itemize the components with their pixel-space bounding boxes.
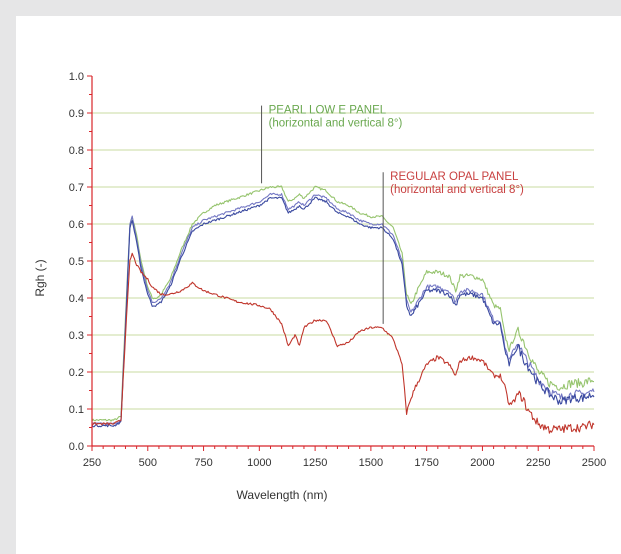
series-lines: [91, 185, 595, 434]
y-tick-label: 0.5: [69, 256, 84, 268]
x-tick-label: 1750: [414, 457, 438, 469]
y-tick-label: 0.6: [69, 219, 84, 231]
y-tick-label: 0.1: [69, 404, 84, 416]
y-tick-label: 1.0: [69, 71, 84, 83]
x-tick-label: 1500: [359, 457, 383, 469]
x-tick-label: 500: [139, 457, 157, 469]
series-line-1: [91, 185, 594, 422]
series-line-4: [91, 252, 595, 434]
x-axis-label: Wavelength (nm): [237, 488, 328, 502]
annotation-subtitle-2: (horizontal and vertical 8°): [390, 184, 524, 196]
x-tick-label: 1250: [303, 457, 327, 469]
x-tick-label: 1000: [247, 457, 271, 469]
x-tick-label: 250: [83, 457, 101, 469]
annotation-title-2: REGULAR OPAL PANEL: [390, 171, 519, 183]
x-tick-label: 2250: [526, 457, 550, 469]
y-tick-label: 0.3: [69, 330, 84, 342]
chart-panel: PEARL LOW E PANEL (horizontal and vertica…: [16, 16, 621, 554]
series-line-2: [92, 192, 595, 426]
y-axis-label: Rgh (-): [33, 259, 47, 296]
series-line-3: [91, 196, 595, 428]
x-tick-label: 750: [194, 457, 212, 469]
annotation-title-1: PEARL LOW E PANEL: [269, 105, 387, 117]
y-tick-label: 0.2: [69, 367, 84, 379]
x-tick-label: 2500: [582, 457, 606, 469]
spectral-reflectance-chart: PEARL LOW E PANEL(horizontal and vertica…: [33, 71, 607, 502]
y-tick-label: 0.4: [69, 293, 84, 305]
y-tick-label: 0.9: [69, 108, 84, 120]
annotation-subtitle-1: (horizontal and vertical 8°): [269, 118, 403, 130]
gridlines: [92, 112, 594, 410]
y-tick-label: 0.8: [69, 145, 84, 157]
annotations: PEARL LOW E PANEL(horizontal and vertica…: [261, 105, 524, 324]
y-tick-label: 0.0: [69, 441, 84, 453]
x-tick-label: 2000: [470, 457, 494, 469]
y-tick-label: 0.7: [69, 182, 84, 194]
axes: 0.0 0.1 0.2 0.3 0.4 0.5 0.6 0.7 0.8 0.9 1.0 250 500 7…: [69, 71, 607, 469]
